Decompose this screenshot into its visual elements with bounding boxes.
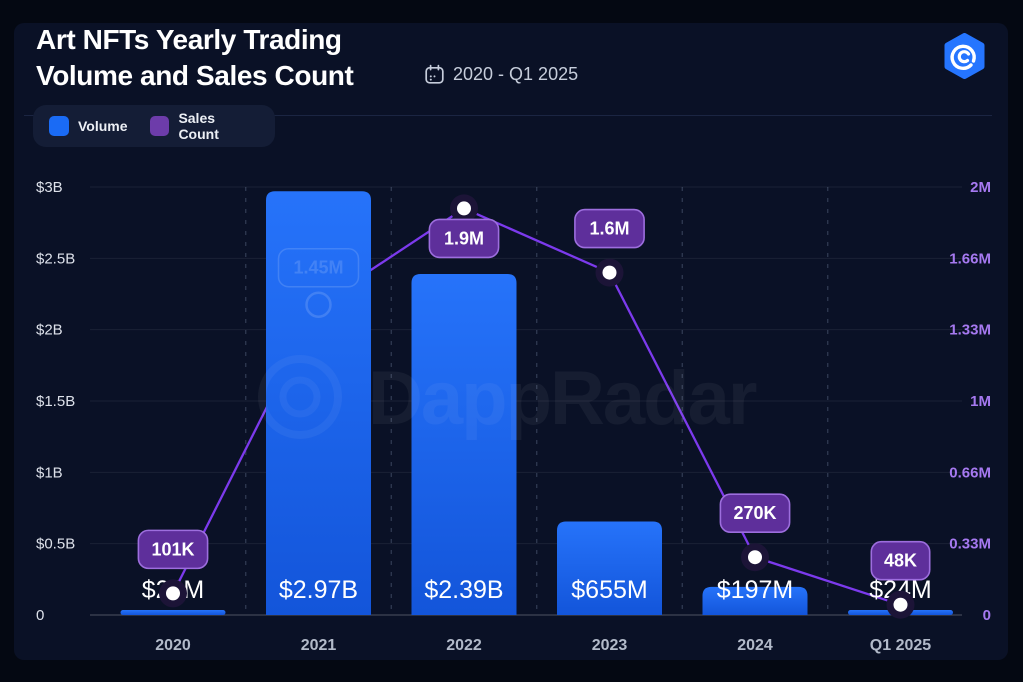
sales-count-point-2022[interactable]: 1.9M (428, 194, 500, 259)
x-axis-label-2021: 2021 (301, 637, 337, 654)
chart-legend: Volume Sales Count (33, 105, 275, 147)
x-axis-label-2024: 2024 (737, 637, 773, 654)
x-axis-label-2022: 2022 (446, 637, 482, 654)
left-axis-tick: $3B (36, 179, 63, 196)
point-dot (602, 265, 617, 280)
sales-count-swatch (149, 116, 170, 136)
volume-bar-label: $655M (571, 576, 647, 604)
right-axis-tick: 1M (970, 393, 991, 410)
right-axis-tick: 0.66M (949, 464, 991, 481)
left-axis-tick: 0 (36, 607, 44, 624)
page-title: Art NFTs Yearly Trading Volume and Sales… (36, 22, 354, 94)
sales-count-point-2021[interactable]: 1.45M (277, 247, 360, 318)
sales-count-badge-label: 1.9M (444, 228, 484, 248)
sales-count-point-2020[interactable]: 101K (137, 529, 209, 608)
volume-bar-2022[interactable] (411, 274, 517, 615)
volume-bar-2021[interactable] (266, 191, 371, 615)
volume-bar-2023[interactable] (557, 521, 662, 615)
x-axis-label-q1-2025: Q1 2025 (870, 637, 931, 654)
left-axis-tick: $1B (36, 464, 63, 481)
left-axis-tick: $2.5B (36, 250, 75, 267)
svg-text:DappRadar: DappRadar (368, 356, 757, 441)
sales-count-badge-label: 101K (151, 539, 194, 559)
page-title-line1: Art NFTs Yearly Trading (36, 24, 342, 55)
left-axis-tick: $1.5B (36, 393, 75, 410)
legend-item-volume[interactable]: Volume (49, 116, 128, 136)
sales-count-point-2024[interactable]: 270K (719, 493, 791, 572)
volume-swatch (49, 116, 69, 136)
date-range-label: 2020 - Q1 2025 (453, 63, 579, 84)
sales-count-badge-label: 270K (733, 503, 776, 523)
sales-count-badge-label: 48K (884, 551, 917, 571)
dappradar-logo-icon (944, 33, 985, 79)
volume-bar-2024[interactable] (702, 586, 808, 615)
dappradar-watermark: DappRadar (258, 355, 759, 441)
page-title-line2: Volume and Sales Count (36, 60, 354, 91)
right-axis-tick: 0 (983, 607, 991, 624)
header-divider (24, 115, 992, 116)
legend-volume-label: Volume (78, 118, 128, 134)
point-dot (748, 550, 762, 565)
sales-count-badge (574, 208, 645, 249)
volume-bar-label: $2.39B (424, 576, 503, 604)
legend-item-sales-count[interactable]: Sales Count (149, 110, 259, 142)
right-axis-tick: 1.66M (949, 250, 991, 267)
sales-count-point-2023[interactable]: 1.6M (574, 208, 645, 287)
right-axis-tick: 1.33M (949, 322, 991, 339)
sales-count-badge (428, 218, 500, 259)
right-axis-tick: 2M (970, 179, 991, 196)
legend-sales-count-label: Sales Count (178, 110, 219, 142)
date-range: 2020 - Q1 2025 (424, 61, 578, 87)
sales-count-badge (719, 493, 791, 534)
x-axis-label-2020: 2020 (155, 637, 191, 654)
sales-count-point-q1-2025[interactable]: 48K (870, 540, 931, 619)
sales-count-badge-label: 1.6M (589, 219, 629, 239)
left-axis-tick: $0.5B (36, 536, 75, 553)
left-axis-tick: $2B (36, 322, 63, 339)
volume-bar-2020[interactable] (120, 610, 226, 615)
point-dot (166, 586, 180, 601)
svg-text:1.45M: 1.45M (293, 258, 343, 278)
right-axis-tick: 0.33M (949, 536, 991, 553)
point-dot (893, 597, 908, 612)
volume-bar-label: $2.97B (279, 576, 358, 604)
dappradar-logo[interactable] (941, 33, 988, 79)
x-axis-label-2023: 2023 (592, 637, 628, 654)
sales-count-badge (870, 540, 931, 581)
point-dot (457, 201, 471, 216)
calendar-icon (425, 64, 444, 84)
volume-bar-label: $197M (717, 576, 793, 604)
sales-count-badge (137, 529, 209, 570)
